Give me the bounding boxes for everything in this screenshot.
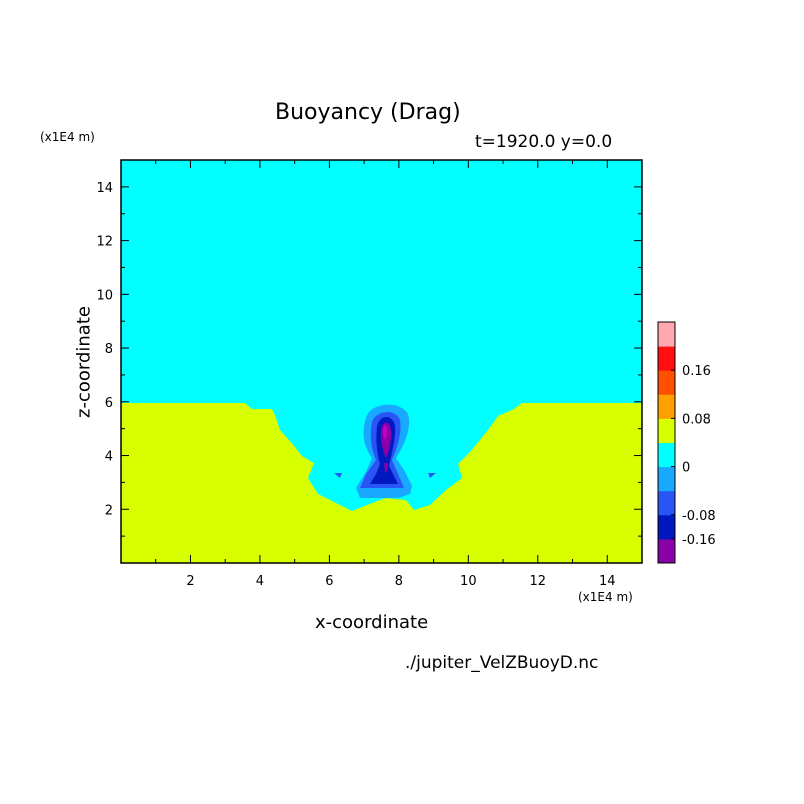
y-tick-label: 4 — [105, 450, 113, 465]
colorbar-swatch — [658, 346, 675, 371]
colorbar-swatch — [658, 418, 675, 443]
plume-peak — [383, 425, 387, 439]
colorbar-swatch — [658, 490, 675, 516]
colorbar-swatch — [658, 538, 675, 564]
contour-fills — [121, 160, 642, 563]
x-tick-label: 14 — [599, 574, 616, 589]
y-tick-label: 6 — [105, 396, 113, 411]
colorbar-tick-label: -0.08 — [682, 509, 716, 524]
y-tick-label: 12 — [96, 235, 113, 250]
colorbar-swatch — [658, 322, 675, 347]
colorbar: 0.16 0.08 0 -0.08 -0.16 — [657, 321, 716, 564]
y-tick-label: 8 — [105, 342, 113, 357]
colorbar-swatch — [658, 394, 675, 419]
y-axis-unit: (x1E4 m) — [40, 130, 95, 144]
colorbar-tick-label: 0.16 — [682, 364, 711, 379]
side-blob-left — [334, 473, 342, 478]
colorbar-swatch — [658, 514, 675, 540]
colorbar-tick-label: -0.16 — [682, 533, 716, 548]
colorbar-tick-label: 0 — [682, 461, 690, 476]
colorbar-tick-label: 0.08 — [682, 412, 711, 427]
x-tick-label: 12 — [530, 574, 547, 589]
x-axis-unit: (x1E4 m) — [578, 590, 633, 604]
y-tick-label: 2 — [105, 503, 113, 518]
x-axis-label: x-coordinate — [315, 612, 429, 633]
side-blob-right — [428, 473, 436, 478]
source-file-label: ./jupiter_VelZBuoyD.nc — [405, 653, 599, 673]
chart-subtitle: t=1920.0 y=0.0 — [475, 132, 613, 152]
colorbar-swatch — [658, 370, 675, 395]
chart-title: Buoyancy (Drag) — [275, 100, 461, 125]
x-tick-label: 6 — [325, 574, 333, 589]
plot-frame — [120, 159, 643, 564]
region-lower-layer — [121, 403, 642, 563]
y-tick-label: 14 — [96, 181, 113, 196]
colorbar-swatch — [658, 466, 675, 492]
colorbar-swatch — [658, 442, 675, 468]
plume-stem — [384, 463, 388, 472]
x-tick-label: 8 — [395, 574, 403, 589]
x-tick-label: 10 — [460, 574, 477, 589]
x-tick-label: 4 — [256, 574, 264, 589]
colorbar-frame — [657, 321, 676, 564]
x-tick-label: 2 — [186, 574, 194, 589]
plot-axes: 2 4 6 8 10 12 14 2 4 6 8 10 12 14 — [96, 159, 643, 589]
y-tick-label: 10 — [96, 288, 113, 303]
